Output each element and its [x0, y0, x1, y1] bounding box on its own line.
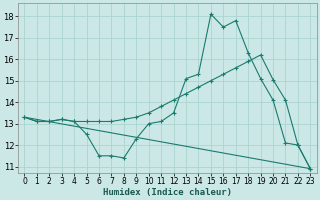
X-axis label: Humidex (Indice chaleur): Humidex (Indice chaleur)	[103, 188, 232, 197]
